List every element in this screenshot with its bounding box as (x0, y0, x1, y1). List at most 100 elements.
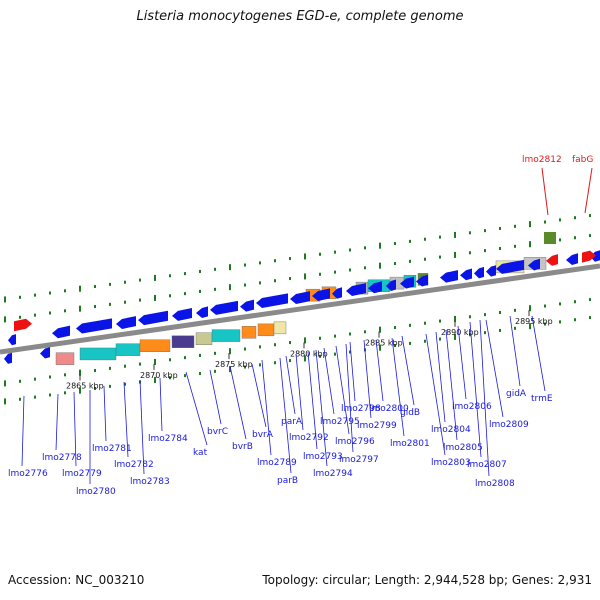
tick-mark (469, 251, 471, 255)
gene-arrow (566, 253, 578, 266)
label-leader (307, 351, 318, 450)
tick-mark (199, 371, 201, 375)
tick-mark (514, 326, 516, 330)
tick-mark (559, 302, 561, 306)
tick-mark (34, 313, 36, 317)
tick-mark (589, 214, 591, 218)
tick-mark (379, 326, 381, 333)
gene-label: lmo2801 (390, 439, 430, 449)
gene-arrow (346, 283, 366, 296)
tick-mark (379, 262, 381, 269)
gene-arrow (76, 318, 112, 334)
tick-mark (169, 376, 171, 380)
gene-label: lmo2778 (42, 453, 82, 463)
tick-mark (229, 264, 231, 271)
tick-mark (319, 336, 321, 340)
gene-arrow-red (546, 254, 558, 266)
label-leader (55, 393, 59, 451)
tick-mark (499, 328, 501, 332)
label-leader (123, 381, 129, 458)
gene-arrow (474, 266, 484, 279)
tick-mark (184, 374, 186, 378)
tick-mark (484, 249, 486, 253)
tick-mark (589, 316, 591, 320)
gene-label: lmo2776 (8, 469, 48, 479)
label-leader (479, 319, 490, 477)
gene-label: bvrC (207, 427, 228, 437)
tick-mark (259, 261, 261, 265)
feature-block (171, 335, 195, 348)
tick-mark (574, 318, 576, 322)
label-leader (345, 343, 354, 453)
label-leader (21, 395, 25, 467)
tick-mark (79, 285, 81, 292)
tick-mark (199, 269, 201, 273)
label-leader (401, 335, 415, 406)
tick-mark (109, 282, 111, 286)
ruler-label: 2865 kbp (66, 382, 104, 391)
tick-mark (244, 365, 246, 369)
tick-mark (139, 362, 141, 366)
gene-label: lmo2800 (369, 404, 409, 414)
gene-arrow (486, 265, 496, 277)
tick-mark (559, 320, 561, 324)
label-leader (185, 371, 208, 446)
gene-arrow (4, 352, 12, 364)
gene-label: lmo2807 (467, 460, 507, 470)
tick-mark (139, 298, 141, 302)
tick-mark (229, 348, 231, 355)
tick-mark (169, 294, 171, 298)
gene-label-red: lmo2812 (522, 155, 562, 165)
tick-mark (79, 305, 81, 312)
label-leader (315, 349, 328, 467)
tick-mark (274, 259, 276, 263)
backbone-line (0, 263, 600, 355)
tick-mark (154, 294, 156, 301)
label-leader (363, 339, 372, 419)
tick-mark (184, 272, 186, 276)
tick-marks (4, 214, 591, 405)
tick-mark (124, 382, 126, 386)
tick-mark (454, 251, 456, 258)
gene-label: bvrB (232, 442, 253, 452)
label-leader (509, 315, 521, 387)
tick-mark (319, 354, 321, 358)
tick-mark (529, 221, 531, 228)
tick-mark (169, 274, 171, 278)
gene-arrow (196, 306, 208, 319)
gene-arrow (386, 279, 396, 291)
tick-mark (184, 356, 186, 360)
tick-mark (349, 268, 351, 272)
tick-mark (469, 231, 471, 235)
tick-mark (19, 315, 21, 319)
label-leader (335, 345, 350, 435)
label-leader (209, 369, 222, 425)
gene-label: lmo2805 (443, 443, 483, 453)
tick-mark (364, 330, 366, 334)
tick-mark (544, 322, 546, 326)
gene-label: lmo2797 (339, 455, 379, 465)
tick-mark (34, 377, 36, 381)
label-leaders (21, 167, 593, 484)
gene-arrow (210, 300, 238, 315)
feature-block (273, 321, 287, 335)
tick-mark (64, 289, 66, 293)
tick-mark (34, 293, 36, 297)
gene-arrow (52, 325, 70, 339)
tick-mark (514, 308, 516, 312)
gene-label: lmo2782 (114, 460, 154, 470)
gene-label: lmo2784 (148, 434, 188, 444)
gene-arrow (332, 287, 342, 299)
tick-mark (454, 315, 456, 322)
label-leader (391, 337, 405, 437)
gene-label: kat (193, 448, 208, 458)
feature-block (195, 332, 213, 345)
tick-mark (199, 353, 201, 357)
tick-mark (529, 305, 531, 312)
tick-mark (124, 280, 126, 284)
gene-arrows (4, 250, 600, 364)
gene-label: lmo2780 (76, 487, 116, 497)
tick-mark (484, 229, 486, 233)
tick-mark (574, 216, 576, 220)
gene-arrow-red (582, 250, 596, 263)
